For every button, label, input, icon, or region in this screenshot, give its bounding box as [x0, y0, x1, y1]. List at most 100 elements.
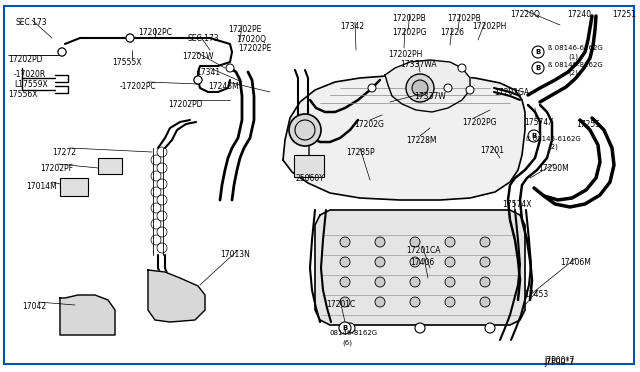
Circle shape — [410, 297, 420, 307]
Circle shape — [345, 323, 355, 333]
Text: 17014M: 17014M — [26, 182, 57, 191]
Circle shape — [340, 277, 350, 287]
Polygon shape — [60, 295, 115, 335]
Circle shape — [368, 84, 376, 92]
Text: 17453: 17453 — [524, 290, 548, 299]
Text: 17556X: 17556X — [8, 90, 38, 99]
Circle shape — [415, 323, 425, 333]
Text: 17202GA: 17202GA — [494, 88, 529, 97]
Circle shape — [340, 257, 350, 267]
Text: 17013N: 17013N — [220, 250, 250, 259]
Circle shape — [58, 48, 66, 56]
Bar — [98, 158, 122, 174]
Text: 17202PD: 17202PD — [168, 100, 202, 109]
Text: ß 08146-6162G: ß 08146-6162G — [526, 136, 580, 142]
Text: 17574X: 17574X — [524, 118, 554, 127]
Text: 08146-8162G: 08146-8162G — [330, 330, 378, 336]
Circle shape — [485, 323, 495, 333]
Text: L17559X: L17559X — [14, 80, 48, 89]
Text: 17555X: 17555X — [112, 58, 141, 67]
Circle shape — [194, 76, 202, 84]
Text: 25060Y: 25060Y — [296, 174, 325, 183]
Circle shape — [406, 74, 434, 102]
Polygon shape — [315, 210, 525, 325]
Text: B: B — [536, 49, 541, 55]
Circle shape — [339, 322, 351, 334]
Text: 17228M: 17228M — [406, 136, 436, 145]
Circle shape — [375, 277, 385, 287]
Circle shape — [532, 62, 544, 74]
Polygon shape — [283, 75, 525, 200]
Text: 17202PF: 17202PF — [40, 164, 73, 173]
Circle shape — [480, 277, 490, 287]
Text: 17243M: 17243M — [208, 82, 239, 91]
Text: B: B — [536, 65, 541, 71]
Text: 17341: 17341 — [196, 68, 220, 77]
Text: ß 08146-6162G: ß 08146-6162G — [548, 45, 603, 51]
Text: 17020Q: 17020Q — [236, 35, 266, 44]
Circle shape — [289, 114, 321, 146]
Text: 17337WA: 17337WA — [400, 60, 436, 69]
Circle shape — [445, 277, 455, 287]
Text: 17240: 17240 — [567, 10, 591, 19]
Circle shape — [126, 34, 134, 42]
Text: SEC.173: SEC.173 — [188, 34, 220, 43]
Text: 17220Q: 17220Q — [510, 10, 540, 19]
Circle shape — [226, 64, 234, 72]
Circle shape — [444, 84, 452, 92]
Text: 17342: 17342 — [340, 22, 364, 31]
Text: 17201: 17201 — [480, 146, 504, 155]
Bar — [60, 178, 88, 196]
Circle shape — [375, 237, 385, 247]
Circle shape — [375, 297, 385, 307]
Text: 17255: 17255 — [576, 120, 600, 129]
Text: -17020R: -17020R — [14, 70, 46, 79]
Text: (2): (2) — [568, 70, 578, 77]
Text: 17201CA: 17201CA — [406, 246, 440, 255]
Circle shape — [445, 237, 455, 247]
Text: 17202PG: 17202PG — [392, 28, 426, 37]
Polygon shape — [148, 270, 205, 322]
Text: 17202PH: 17202PH — [472, 22, 506, 31]
Circle shape — [528, 130, 540, 142]
Text: 17574X: 17574X — [502, 200, 531, 209]
Text: 17406M: 17406M — [560, 258, 591, 267]
Text: 17272: 17272 — [52, 148, 76, 157]
Circle shape — [340, 237, 350, 247]
Text: 17201W: 17201W — [182, 52, 214, 61]
Text: (2): (2) — [548, 144, 558, 151]
Text: 17202G: 17202G — [354, 120, 384, 129]
Circle shape — [194, 76, 202, 84]
Circle shape — [532, 46, 544, 58]
Polygon shape — [385, 60, 470, 112]
Text: B: B — [531, 133, 536, 139]
Text: (1): (1) — [568, 53, 578, 60]
Circle shape — [412, 80, 428, 96]
Text: -17202PC: -17202PC — [120, 82, 157, 91]
Text: 17202PH: 17202PH — [388, 50, 422, 59]
Circle shape — [480, 237, 490, 247]
Circle shape — [410, 237, 420, 247]
Bar — [294, 155, 324, 177]
Text: (6): (6) — [342, 340, 352, 346]
Circle shape — [375, 257, 385, 267]
Circle shape — [58, 48, 66, 56]
Circle shape — [458, 64, 466, 72]
Text: 17202PC: 17202PC — [138, 28, 172, 37]
Text: J7P00*7: J7P00*7 — [544, 356, 574, 365]
Circle shape — [445, 297, 455, 307]
Circle shape — [126, 34, 134, 42]
Circle shape — [466, 86, 474, 94]
Text: 17202PD: 17202PD — [8, 55, 42, 64]
Text: 17202PG: 17202PG — [462, 118, 497, 127]
Text: 17202PE: 17202PE — [238, 44, 271, 53]
Circle shape — [410, 277, 420, 287]
Circle shape — [410, 257, 420, 267]
Text: 17285P: 17285P — [346, 148, 374, 157]
Text: 17202PE: 17202PE — [228, 25, 261, 34]
Text: SEC.173: SEC.173 — [15, 18, 47, 27]
Text: 17042: 17042 — [22, 302, 46, 311]
Text: 17201C: 17201C — [326, 300, 355, 309]
Text: 17226: 17226 — [440, 28, 464, 37]
Text: 17251: 17251 — [612, 10, 636, 19]
